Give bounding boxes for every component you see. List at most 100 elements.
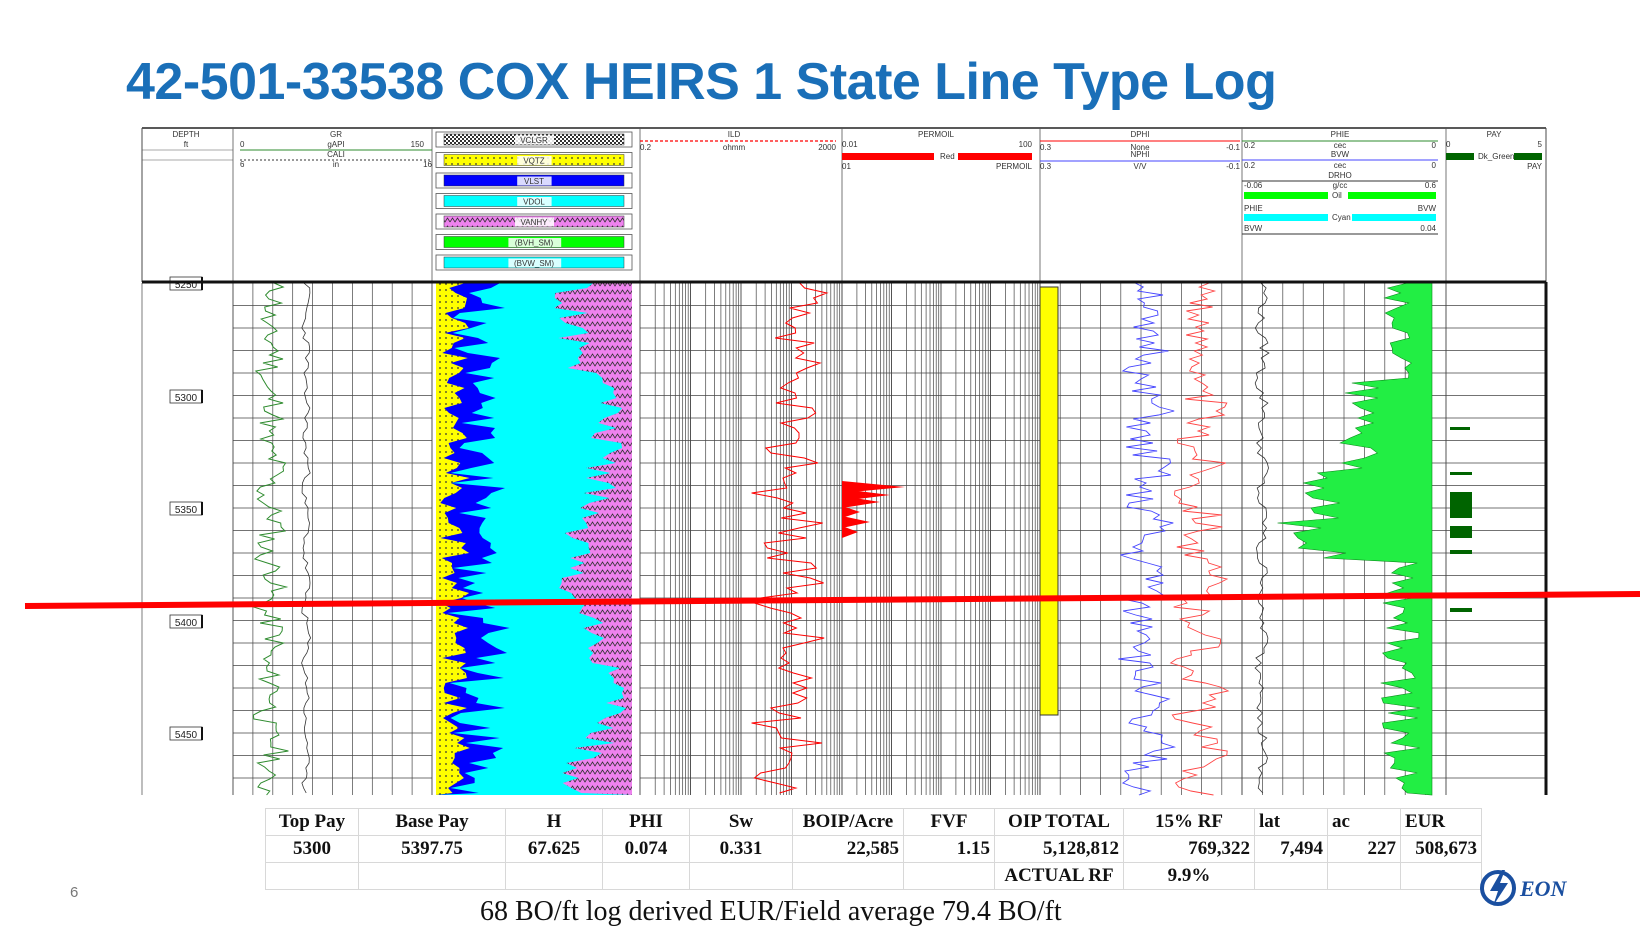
lithology-header: VCLGR VQTZ VLST VDOL VANHY (BVH_SM) (BVW_SM) [435, 131, 633, 271]
red-marker-line [24, 591, 1641, 609]
permoil-fill-swatch-left [842, 153, 934, 160]
cali-header-label: CALI [327, 150, 345, 159]
oip-yellow-bar [1039, 286, 1059, 716]
pay-flag [1450, 608, 1472, 612]
permoil-bottom-label: PERMOIL [996, 162, 1033, 171]
pay-flag [1450, 472, 1472, 475]
depth-label: 5250 [175, 280, 198, 291]
ild-curve [751, 282, 829, 794]
pay-flag [1450, 492, 1472, 518]
eon-logo: EON [1478, 864, 1608, 912]
oil-fill-swatch-right [1348, 192, 1436, 199]
dphi-header-unit: None [1130, 143, 1150, 152]
ild-header-label: ILD [728, 130, 741, 139]
table-header-cell: ac [1327, 808, 1401, 836]
permoil-spike [842, 481, 905, 493]
depth-label: 5350 [175, 505, 198, 516]
table-header-cell: FVF [903, 808, 995, 836]
pay-header-max: 5 [1538, 140, 1543, 149]
permoil-header-label: PERMOIL [918, 130, 955, 139]
pay-flag [1450, 550, 1472, 554]
table-row: ACTUAL RF 9.9% [265, 862, 1482, 890]
table-header-cell: 15% RF [1123, 808, 1255, 836]
gr-curve [252, 282, 289, 796]
oil-fill-label: Oil [1332, 191, 1342, 200]
lith-label-bg [508, 258, 562, 268]
eon-logo-text: EON [1519, 876, 1568, 901]
table-cell: 7,494 [1254, 835, 1328, 863]
log-tracks: 5250 5300 5350 5400 5450 [141, 276, 1548, 796]
permoil-spike [842, 526, 858, 538]
permoil-spike [842, 496, 880, 508]
table-header-cell: Top Pay [265, 808, 359, 836]
oil-fill-swatch-left [1244, 192, 1328, 199]
ild-header-max: 2000 [818, 143, 836, 152]
phie-bvw-left: PHIE [1244, 204, 1263, 213]
dphi-header-min: 0.3 [1040, 143, 1052, 152]
gr-header-max: 150 [411, 140, 425, 149]
drho-header-unit: g/cc [1333, 181, 1348, 190]
phie-header-unit: cec [1334, 141, 1346, 150]
pay-fill-swatch-left [1446, 153, 1474, 160]
table-cell: 769,322 [1123, 835, 1255, 863]
nphi-curve [1118, 282, 1177, 796]
bvw-header-unit: cec [1334, 161, 1346, 170]
ild-header-min: 0.2 [640, 143, 652, 152]
lithology-track [436, 283, 632, 795]
pay-header-min: 0 [1446, 140, 1451, 149]
bvw-scale-left: BVW [1244, 224, 1263, 233]
log-header: DEPTH ft GR gAPI 0 150 CALI in 6 16 VCLG… [141, 127, 1547, 282]
page-title: 42-501-33538 COX HEIRS 1 State Line Type… [126, 53, 1277, 111]
lith-label-bg [515, 135, 554, 145]
lith-header-label: (BVH_SM) [515, 239, 554, 248]
cali-header-min: 6 [240, 160, 245, 169]
table-header-cell: H [505, 808, 603, 836]
lith-label-bg [508, 238, 562, 247]
actual-rf-value: 9.9% [1123, 862, 1255, 890]
depth-label: 5300 [175, 393, 198, 404]
table-cell: 67.625 [505, 835, 603, 863]
lith-header-label: VLST [524, 177, 544, 186]
table-cell: 508,673 [1400, 835, 1482, 863]
gr-header-min: 0 [240, 140, 245, 149]
table-header-row: Top Pay Base Pay H PHI Sw BOIP/Acre FVF … [265, 808, 1482, 836]
actual-rf-label: ACTUAL RF [994, 862, 1124, 890]
page-number: 6 [70, 884, 79, 901]
lith-header-label: VQTZ [523, 157, 544, 166]
results-table: Top Pay Base Pay H PHI Sw BOIP/Acre FVF … [265, 808, 1482, 890]
table-header-cell: Base Pay [358, 808, 506, 836]
bvw-header-max: 0 [1432, 161, 1437, 170]
depth-labels: 5250 5300 5350 5400 5450 [169, 276, 203, 741]
table-header-cell: EUR [1400, 808, 1482, 836]
eon-logo-mark: EON [1480, 870, 1568, 906]
dphi-header-max: -0.1 [1226, 143, 1240, 152]
table-cell: 5,128,812 [994, 835, 1124, 863]
nphi-header-max: -0.1 [1226, 162, 1240, 171]
permoil-fill [842, 481, 905, 538]
table-cell: 1.15 [903, 835, 995, 863]
table-cell: 5397.75 [358, 835, 506, 863]
nphi-header-min: 0.3 [1040, 162, 1052, 171]
table-header-cell: OIP TOTAL [994, 808, 1124, 836]
lith-label-bg [517, 156, 552, 165]
table-cell: 227 [1327, 835, 1401, 863]
table-header-cell: BOIP/Acre [792, 808, 904, 836]
lith-label-bg [517, 197, 552, 206]
gr-header-unit: gAPI [327, 140, 344, 149]
cyan-fill-swatch-right [1352, 214, 1436, 221]
drho-header-min: -0.06 [1244, 181, 1263, 190]
cyan-fill-label: Cyan [1332, 213, 1351, 222]
table-cell: 0.074 [602, 835, 690, 863]
well-log-diagram: DEPTH ft GR gAPI 0 150 CALI in 6 16 VCLG… [24, 127, 1641, 796]
table-header-cell: PHI [602, 808, 690, 836]
lith-label-bg [517, 176, 552, 186]
lith-header-label: VDOL [523, 198, 545, 207]
phie-header-min: 0.2 [1244, 141, 1256, 150]
caption: 68 BO/ft log derived EUR/Field average 7… [480, 896, 1062, 927]
phie-fill [1277, 282, 1433, 796]
nphi-header-label: NPHI [1130, 150, 1149, 159]
permoil-header-max: 100 [1019, 140, 1033, 149]
pay-flag [1450, 526, 1472, 538]
nphi-header-unit: V/V [1134, 162, 1148, 171]
bvw-header-label: BVW [1331, 150, 1350, 159]
